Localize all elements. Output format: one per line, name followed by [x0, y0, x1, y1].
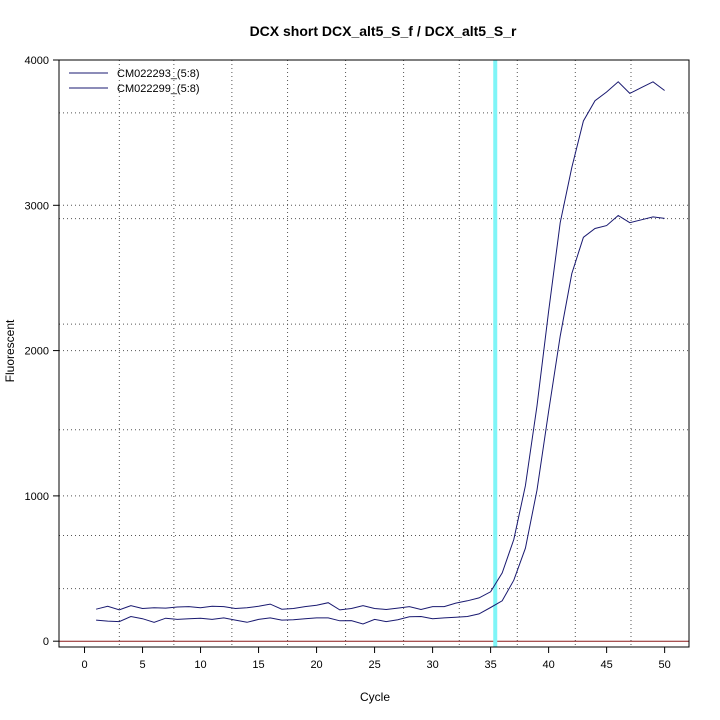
x-axis-label: Cycle — [360, 690, 390, 704]
legend-label-1: CM022299_(5:8) — [117, 83, 200, 95]
y-tick-label-2: 2000 — [25, 346, 49, 358]
x-tick-label-6: 30 — [426, 659, 438, 671]
series-line-1 — [96, 214, 665, 625]
x-tick-label-0: 0 — [81, 659, 87, 671]
y-tick-label-4: 4000 — [25, 55, 49, 67]
x-tick-label-10: 50 — [659, 659, 671, 671]
x-tick-label-2: 10 — [194, 659, 206, 671]
y-axis-ticks: 0 1000 2000 3000 4000 — [25, 55, 59, 648]
x-tick-label-8: 40 — [542, 659, 554, 671]
y-tick-label-1: 1000 — [25, 491, 49, 503]
series-line-0 — [95, 81, 665, 611]
x-tick-label-5: 25 — [368, 659, 380, 671]
x-tick-label-4: 20 — [310, 659, 322, 671]
x-tick-label-9: 45 — [600, 659, 612, 671]
legend: CM022293_(5:8) CM022299_(5:8) — [69, 68, 200, 95]
chart-title: DCX short DCX_alt5_S_f / DCX_alt5_S_r — [250, 23, 517, 39]
y-tick-label-0: 0 — [43, 636, 49, 648]
x-axis-ticks: 0 5 10 15 20 25 30 35 40 45 50 — [81, 647, 671, 671]
y-axis-label: Fluorescent — [3, 319, 17, 382]
series-lines — [95, 81, 665, 625]
x-tick-label-1: 5 — [139, 659, 145, 671]
y-tick-label-3: 3000 — [25, 200, 49, 212]
legend-label-0: CM022293_(5:8) — [117, 68, 200, 80]
x-tick-label-7: 35 — [484, 659, 496, 671]
x-tick-label-3: 15 — [252, 659, 264, 671]
plot-frame — [58, 59, 690, 648]
